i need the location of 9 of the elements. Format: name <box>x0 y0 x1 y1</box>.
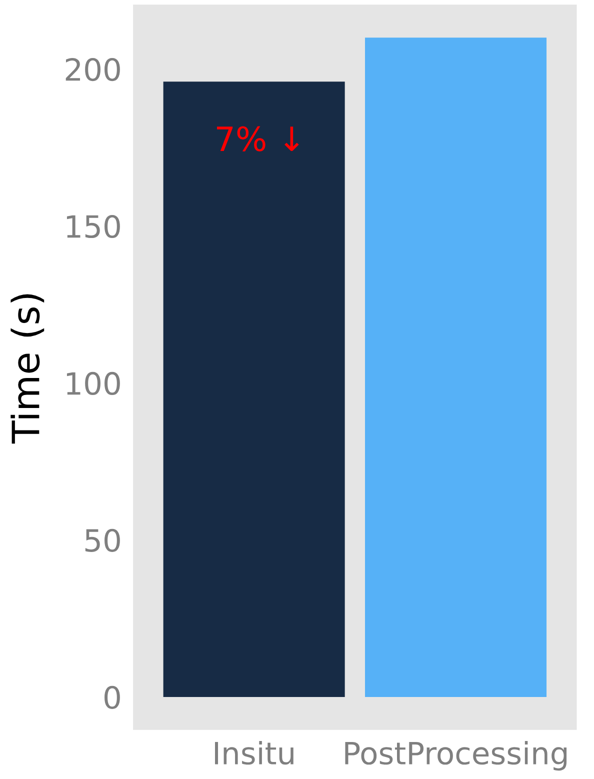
y-tick-label: 0 <box>104 686 120 709</box>
y-axis-title: Time (s) <box>10 294 44 444</box>
y-tick-label: 50 <box>85 528 120 552</box>
y-tick-label: 200 <box>66 58 120 82</box>
y-tick-label: 100 <box>66 372 120 396</box>
annotation: 7% ↓ <box>216 126 299 152</box>
x-tick-label: PostProcessing <box>345 741 567 771</box>
y-tick-label: 150 <box>66 214 120 238</box>
x-tick-label: Insitu <box>215 741 294 765</box>
